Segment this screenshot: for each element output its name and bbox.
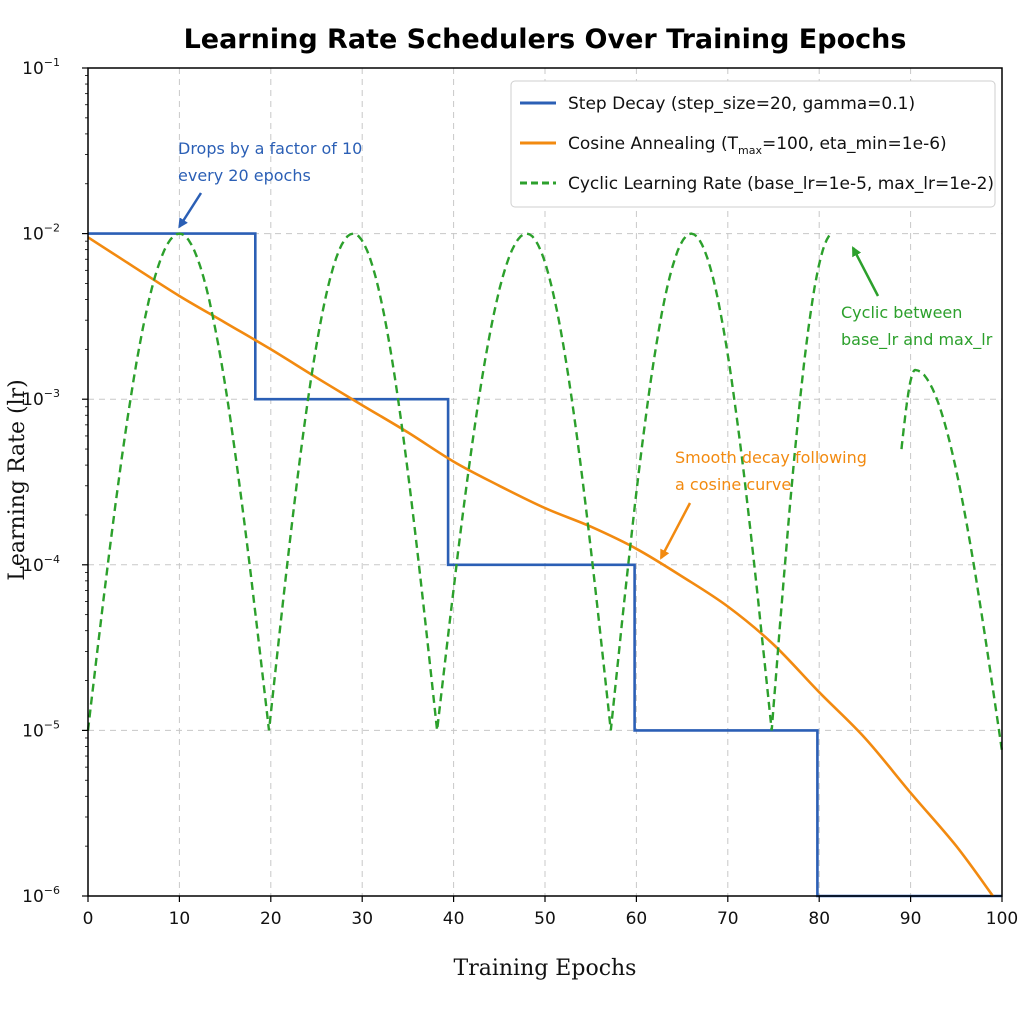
legend: Step Decay (step_size=20, gamma=0.1) Cos… <box>510 80 996 208</box>
legend-label-cosine: Cosine Annealing (Tmax=100, eta_min=1e-6… <box>568 134 947 157</box>
annotation-step-decay-line: every 20 epochs <box>178 166 311 185</box>
x-tick-label: 90 <box>900 909 922 929</box>
annotation-step-decay-arrow <box>178 192 203 229</box>
y-tick-exponent: −2 <box>44 222 60 235</box>
y-tick-base: 10 <box>22 390 44 410</box>
annotation-cyclic: Cyclic between base_lr and max_lr <box>841 246 993 350</box>
y-tick-exponent: −1 <box>44 56 60 69</box>
series-step-decay-line <box>88 232 1002 898</box>
x-tick-label: 10 <box>169 909 191 929</box>
legend-label-step: Step Decay (step_size=20, gamma=0.1) <box>568 94 915 114</box>
y-tick-exponent: −4 <box>44 553 60 566</box>
y-tick-label: 10−6 <box>22 884 60 907</box>
y-tick-base: 10 <box>22 59 44 79</box>
annotation-step-decay-line: Drops by a factor of 10 <box>178 139 362 158</box>
y-tick-base: 10 <box>22 556 44 576</box>
y-tick-label: 10−3 <box>22 387 60 410</box>
annotation-cyclic-text: Cyclic between base_lr and max_lr <box>841 303 993 350</box>
annotations: Drops by a factor of 10 every 20 epochs Sm… <box>178 139 993 560</box>
y-tick-label: 10−5 <box>22 718 60 741</box>
y-tick-base: 10 <box>22 887 44 907</box>
y-axis-label: Learning Rate (lr) <box>5 379 30 580</box>
x-tick-label: 20 <box>260 909 282 929</box>
y-tick-label: 10−1 <box>22 56 60 79</box>
x-tick-label: 100 <box>986 909 1018 929</box>
legend-cosine-part3: =100, eta_min=1e-6) <box>762 134 947 154</box>
y-tick-exponent: −6 <box>44 884 60 897</box>
annotation-cyclic-arrow <box>851 246 880 297</box>
y-tick-base: 10 <box>22 721 44 741</box>
y-tick-base: 10 <box>22 225 44 245</box>
series-cyclic-lr-line <box>86 232 834 731</box>
x-axis-label: Training Epochs <box>454 956 637 981</box>
series-cosine-annealing-line <box>87 236 994 897</box>
y-tick-label: 10−2 <box>22 222 60 245</box>
y-tick-exponent: −5 <box>44 718 60 731</box>
plot-area <box>86 232 1004 898</box>
y-tick-label: 10−4 <box>22 553 60 576</box>
series-cyclic-lr-line <box>900 368 1004 752</box>
legend-cosine-subscript: max <box>738 144 762 157</box>
legend-cosine-part1: Cosine Annealing (T <box>568 134 739 154</box>
annotation-cosine: Smooth decay following a cosine curve <box>659 448 867 560</box>
annotation-cyclic-line: Cyclic between <box>841 303 962 322</box>
x-tick-label: 40 <box>443 909 465 929</box>
legend-label-cyclic: Cyclic Learning Rate (base_lr=1e-5, max_… <box>568 174 994 194</box>
x-tick-label: 30 <box>351 909 373 929</box>
annotation-cosine-text: Smooth decay following a cosine curve <box>675 448 867 494</box>
x-tick-label: 50 <box>534 909 556 929</box>
x-tick-label: 0 <box>83 909 94 929</box>
annotation-step-decay: Drops by a factor of 10 every 20 epochs <box>178 139 362 229</box>
annotation-cosine-line: a cosine curve <box>675 475 791 494</box>
chart-title: Learning Rate Schedulers Over Training E… <box>184 24 907 55</box>
annotation-cosine-line: Smooth decay following <box>675 448 867 467</box>
x-tick-label: 80 <box>808 909 830 929</box>
x-tick-label: 60 <box>626 909 648 929</box>
annotation-cyclic-line: base_lr and max_lr <box>841 330 993 350</box>
annotation-step-decay-text: Drops by a factor of 10 every 20 epochs <box>178 139 362 185</box>
annotation-cosine-arrow <box>659 502 692 560</box>
y-tick-exponent: −3 <box>44 387 60 400</box>
x-tick-label: 70 <box>717 909 739 929</box>
legend-box <box>510 80 996 208</box>
axis-ticks: 0 10 20 30 40 50 60 70 80 90 10010−610−510−410−310… <box>22 56 1018 929</box>
